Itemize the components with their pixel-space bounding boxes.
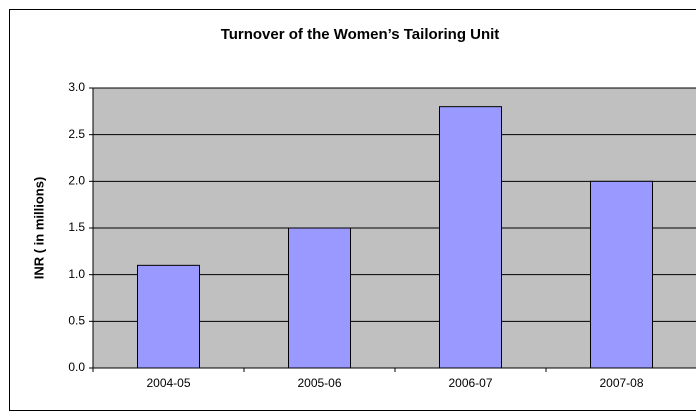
y-axis-label: INR ( in millions) bbox=[31, 177, 46, 280]
bar bbox=[288, 227, 351, 369]
x-tick-label: 2005-06 bbox=[297, 376, 341, 390]
y-tick-label: 3.0 bbox=[68, 80, 85, 94]
y-tick-label: 2.0 bbox=[68, 174, 85, 188]
y-tick-label: 1.0 bbox=[68, 267, 85, 281]
bar bbox=[590, 180, 653, 369]
x-tick-label: 2004-05 bbox=[146, 376, 190, 390]
y-tick-label: 2.5 bbox=[68, 127, 85, 141]
x-tick-label: 2007-08 bbox=[599, 376, 643, 390]
chart-title: Turnover of the Women’s Tailoring Unit bbox=[221, 26, 500, 43]
bar bbox=[137, 264, 200, 369]
y-tick-label: 0.0 bbox=[68, 360, 85, 374]
y-tick-label: 0.5 bbox=[68, 314, 85, 328]
x-tick-label: 2006-07 bbox=[448, 376, 492, 390]
bar bbox=[439, 106, 502, 369]
y-tick-label: 1.5 bbox=[68, 220, 85, 234]
